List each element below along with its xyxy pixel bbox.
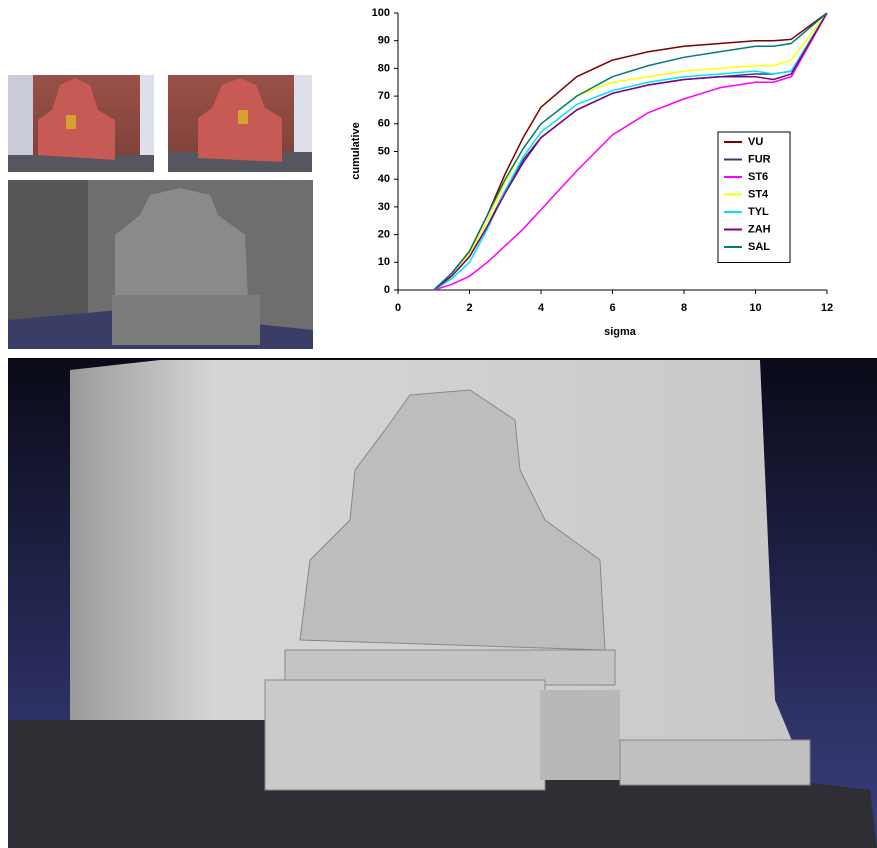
series-line [433, 12, 828, 291]
y-tick-label: 10 [378, 256, 390, 268]
series-line [433, 12, 828, 291]
x-tick-label: 8 [681, 302, 687, 314]
x-axis-label: sigma [604, 326, 637, 338]
x-tick-label: 4 [538, 302, 545, 314]
legend-label: TYL [748, 206, 769, 218]
y-tick-label: 100 [372, 7, 390, 19]
legend-box [717, 131, 791, 263]
legend-label: FUR [748, 153, 771, 165]
x-tick-label: 6 [609, 302, 615, 314]
y-tick-label: 70 [378, 90, 390, 102]
x-tick-label: 0 [395, 302, 401, 314]
photo-right [168, 75, 312, 172]
y-tick-label: 20 [378, 229, 390, 241]
y-axis-label: cumulative [350, 122, 362, 179]
series-line [433, 12, 828, 291]
legend-label: ST6 [748, 171, 768, 183]
y-tick-label: 60 [378, 118, 390, 130]
legend-label: SAL [748, 241, 770, 253]
legend-label: ST4 [748, 188, 769, 200]
x-tick-label: 12 [821, 302, 833, 314]
mesh-textured [8, 180, 313, 349]
photo-left [8, 75, 154, 172]
legend-label: VU [748, 136, 763, 148]
y-tick-label: 40 [378, 173, 390, 185]
legend-label: ZAH [748, 223, 771, 235]
y-tick-label: 50 [378, 145, 390, 157]
chart: sigma cumulative 0 10 20 30 40 50 60 70 80 90 100 0… [350, 7, 833, 338]
series-line [433, 12, 828, 291]
x-tick-label: 2 [466, 302, 472, 314]
series-line [433, 12, 828, 291]
y-tick-label: 0 [384, 284, 390, 296]
y-tick-label: 90 [378, 35, 390, 47]
y-tick-label: 80 [378, 62, 390, 74]
x-tick-label: 10 [749, 302, 761, 314]
y-tick-label: 30 [378, 201, 390, 213]
mesh-render [8, 358, 877, 848]
